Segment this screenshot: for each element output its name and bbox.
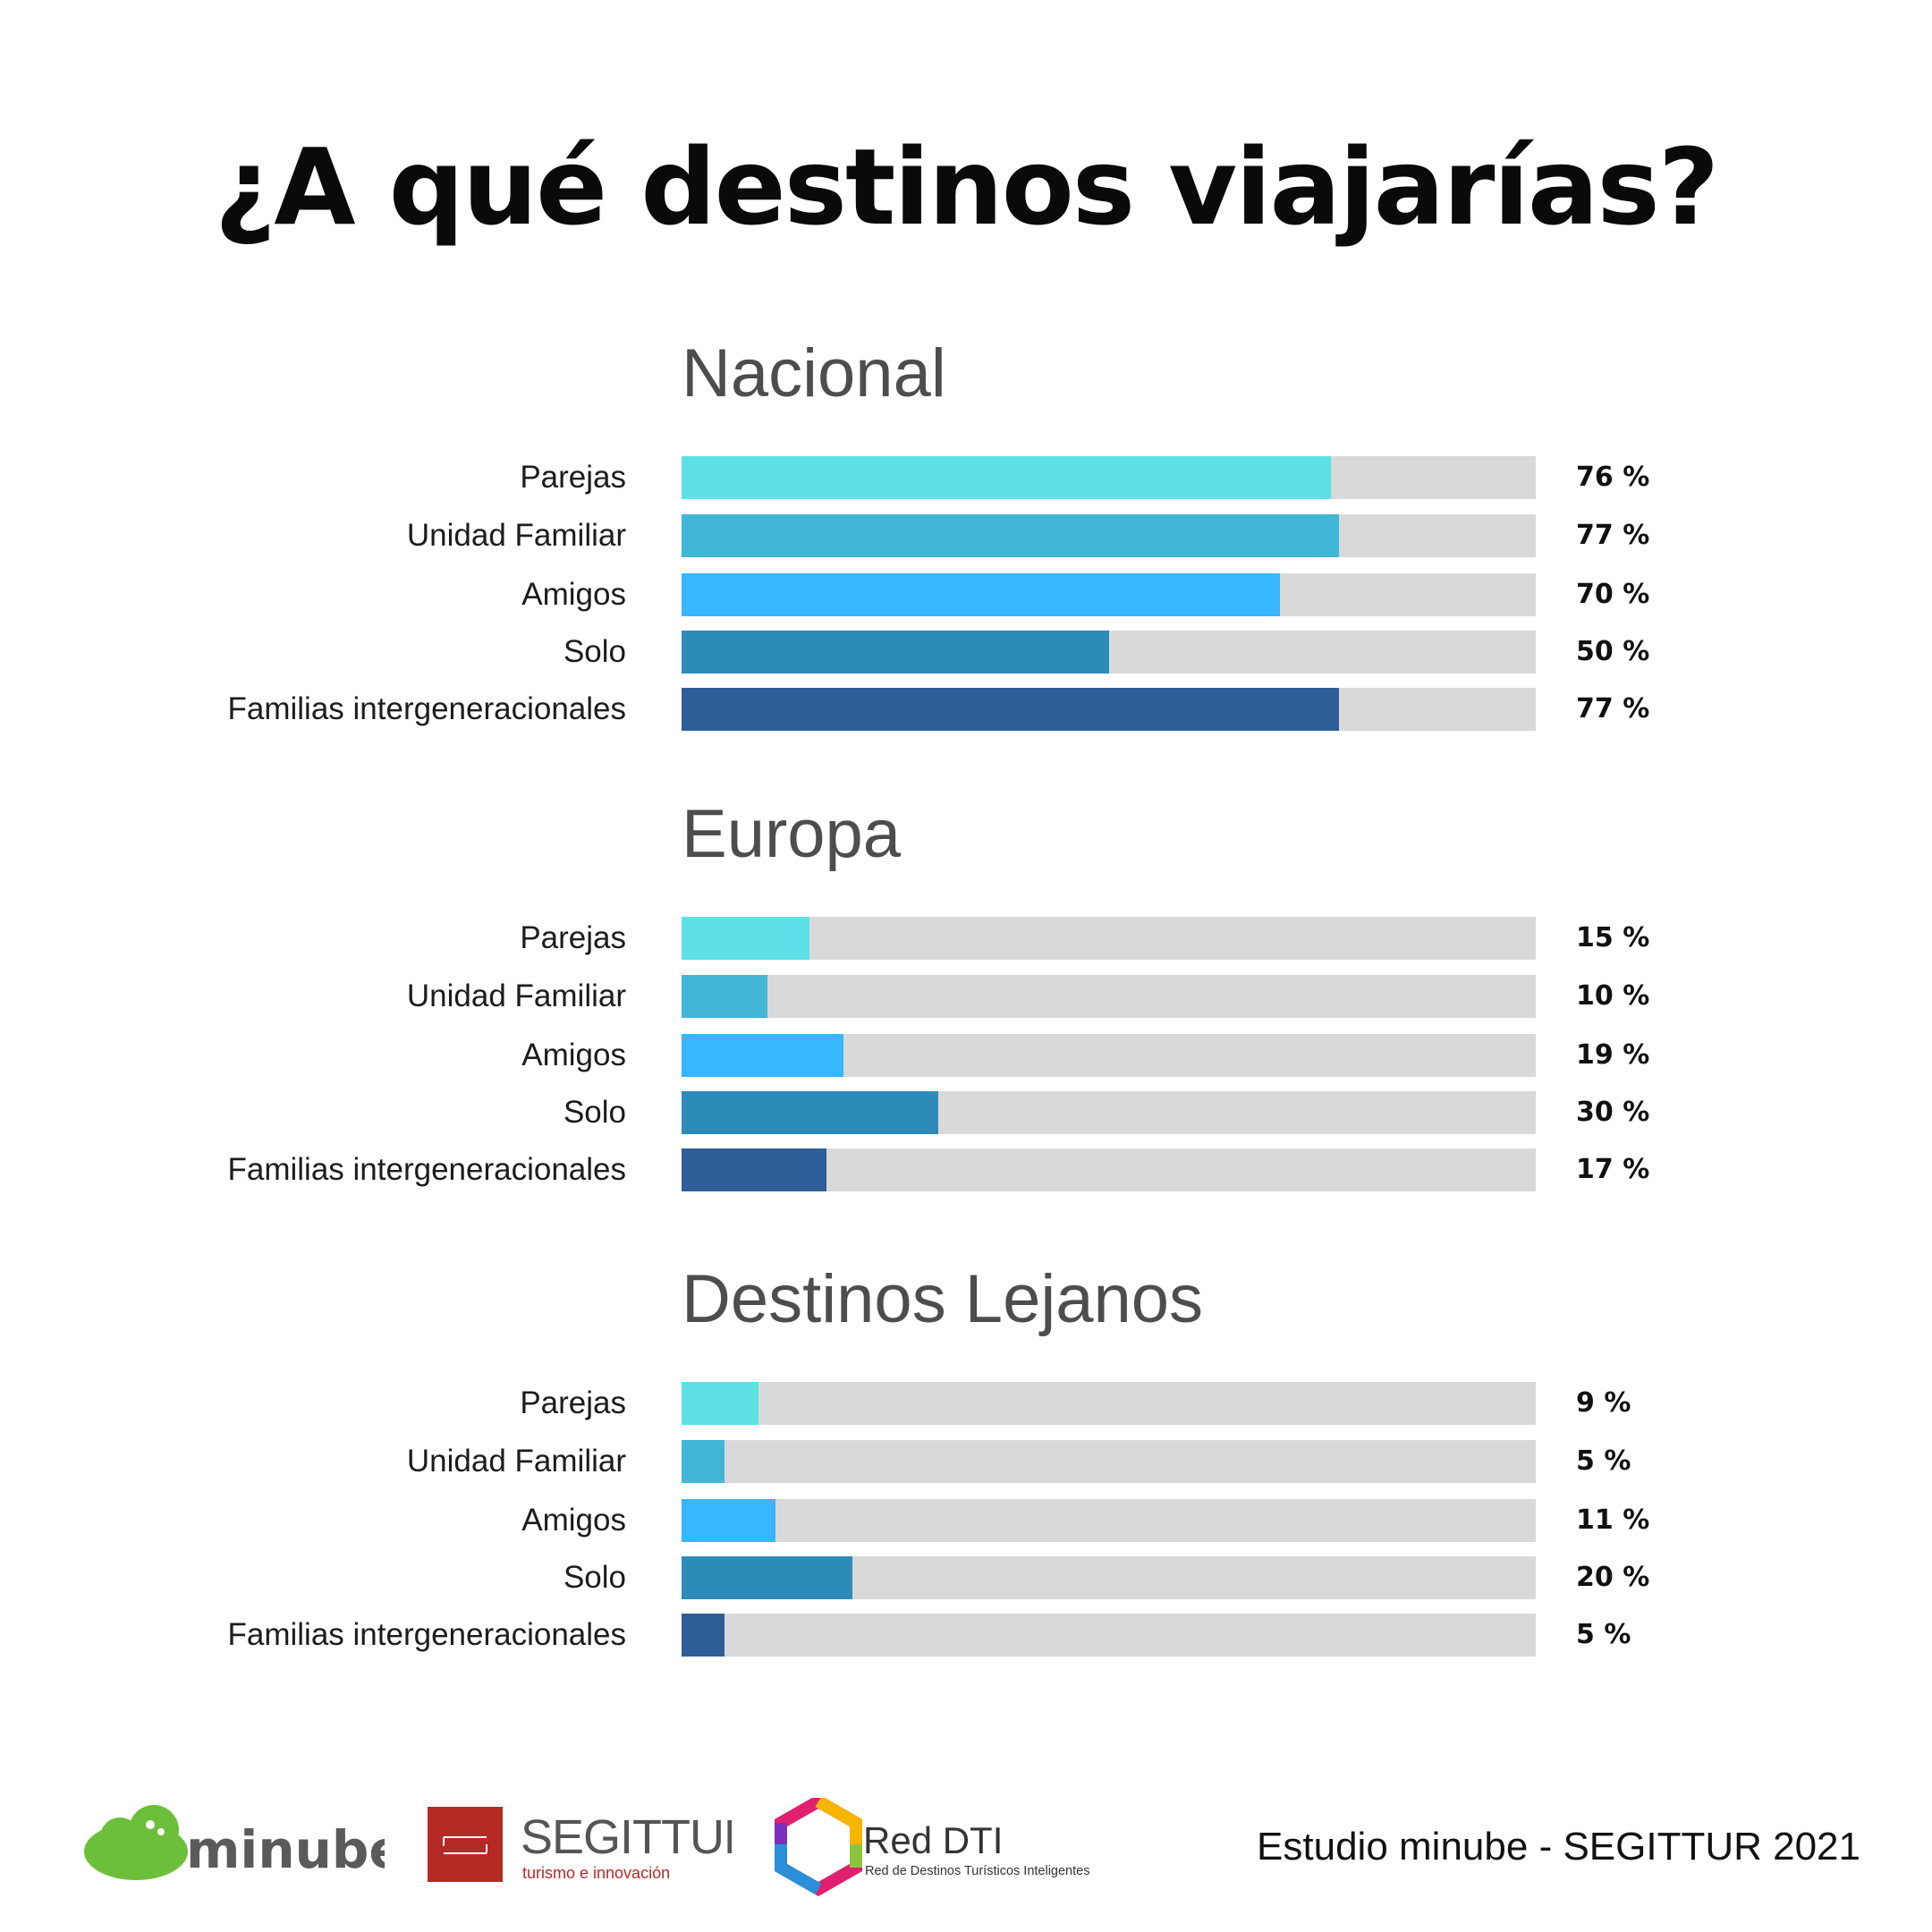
bar-track (682, 1556, 1536, 1599)
segittur-logo: SEGITTUR turismo e innovación (428, 1807, 732, 1882)
cloud-icon (84, 1805, 188, 1880)
bar-fill (682, 631, 1109, 674)
red-dti-logo-text: Red DTI (863, 1819, 1003, 1861)
category-label: Parejas (520, 1385, 626, 1420)
bar-row: Parejas 15 % (0, 917, 1932, 960)
bar-fill (682, 1614, 724, 1657)
value-label: 77 % (1576, 520, 1650, 551)
category-label: Unidad Familiar (406, 979, 626, 1013)
category-label: Amigos (521, 1038, 626, 1072)
bar-row: Solo 20 % (0, 1556, 1932, 1599)
bar-track (682, 975, 1536, 1018)
value-label: 30 % (1576, 1097, 1650, 1128)
category-label: Amigos (521, 577, 626, 612)
value-label: 15 % (1576, 922, 1650, 953)
minube-logo: minube (84, 1805, 385, 1880)
bar-track (682, 1499, 1536, 1542)
bar-row: Unidad Familiar 10 % (0, 975, 1932, 1018)
value-label: 10 % (1576, 980, 1650, 1012)
bar-row: Amigos 11 % (0, 1499, 1932, 1542)
bar-track (682, 1382, 1536, 1425)
bar-track (682, 573, 1536, 616)
bar-row: Unidad Familiar 5 % (0, 1440, 1932, 1483)
category-label: Unidad Familiar (406, 1444, 626, 1479)
section-title: Destinos Lejanos (682, 1261, 1204, 1337)
bar-row: Familias intergeneracionales 5 % (0, 1614, 1932, 1657)
segittur-tagline: turismo e innovación (522, 1864, 670, 1882)
category-label: Unidad Familiar (406, 518, 626, 553)
bar-fill (682, 573, 1280, 616)
bar-row: Parejas 76 % (0, 456, 1932, 499)
section-title: Europa (682, 796, 902, 872)
segittur-logo-text: SEGITTUR (521, 1810, 732, 1864)
category-label: Familias intergeneracionales (227, 1617, 627, 1652)
minube-logo-text: minube (186, 1819, 385, 1880)
bar-track (682, 1091, 1536, 1134)
category-label: Parejas (520, 920, 626, 955)
red-dti-tagline: Red de Destinos Turísticos Inteligentes (865, 1864, 1089, 1878)
category-label: Solo (563, 1560, 626, 1595)
bar-row: Solo 50 % (0, 631, 1932, 674)
footer: minube SEGITTUR turismo e innovación Red… (0, 1798, 1932, 1896)
bar-fill (682, 1556, 852, 1599)
bar-row: Unidad Familiar 77 % (0, 514, 1932, 557)
bar-row: Amigos 70 % (0, 573, 1932, 616)
value-label: 17 % (1576, 1154, 1650, 1185)
value-label: 9 % (1576, 1387, 1631, 1419)
bar-row: Solo 30 % (0, 1091, 1932, 1134)
red-dti-logo: Red DTI Red de Destinos Turísticos Intel… (775, 1798, 1089, 1896)
page-title: ¿A qué destinos viajarías? (214, 125, 1719, 249)
section-title: Nacional (682, 335, 946, 411)
bar-fill (682, 1091, 938, 1134)
value-label: 20 % (1576, 1562, 1650, 1593)
bar-track (682, 631, 1536, 674)
value-label: 5 % (1576, 1445, 1631, 1477)
category-label: Familias intergeneracionales (227, 1152, 627, 1187)
bar-track (682, 688, 1536, 731)
bar-fill (682, 1148, 827, 1191)
bar-row: Parejas 9 % (0, 1382, 1932, 1425)
footer-credit: Estudio minube - SEGITTUR 2021 (1257, 1825, 1860, 1868)
bar-track (682, 1148, 1536, 1191)
category-label: Solo (563, 1095, 626, 1130)
value-label: 50 % (1576, 636, 1650, 667)
bar-track (682, 1614, 1536, 1657)
hexagon-icon (775, 1798, 862, 1896)
bar-fill (682, 975, 767, 1018)
bar-fill (682, 688, 1340, 731)
value-label: 77 % (1576, 693, 1650, 724)
value-label: 70 % (1576, 579, 1650, 610)
category-label: Amigos (521, 1503, 626, 1538)
bar-track (682, 456, 1536, 499)
segittur-mark-icon (428, 1807, 503, 1882)
bar-row: Familias intergeneracionales 77 % (0, 688, 1932, 731)
bar-row: Familias intergeneracionales 17 % (0, 1148, 1932, 1191)
bar-track (682, 1440, 1536, 1483)
value-label: 19 % (1576, 1039, 1650, 1071)
bar-track (682, 514, 1536, 557)
bar-fill (682, 514, 1340, 557)
category-label: Solo (563, 634, 626, 669)
bar-fill (682, 917, 810, 960)
bar-fill (682, 1440, 724, 1483)
bar-fill (682, 1034, 844, 1077)
bar-fill (682, 1382, 758, 1425)
category-label: Familias intergeneracionales (227, 691, 627, 726)
bar-fill (682, 456, 1331, 499)
value-label: 11 % (1576, 1504, 1650, 1536)
category-label: Parejas (520, 460, 626, 495)
value-label: 5 % (1576, 1619, 1631, 1650)
bar-fill (682, 1499, 776, 1542)
bar-track (682, 1034, 1536, 1077)
value-label: 76 % (1576, 462, 1650, 493)
bar-row: Amigos 19 % (0, 1034, 1932, 1077)
bar-track (682, 917, 1536, 960)
